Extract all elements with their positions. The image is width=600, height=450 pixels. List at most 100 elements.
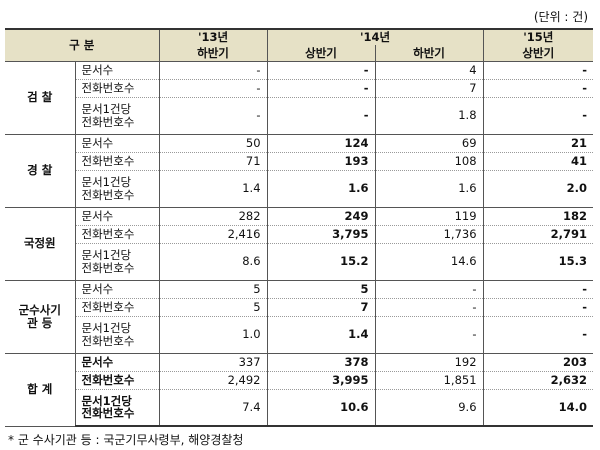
cell-value: 14.0 <box>483 389 594 427</box>
row-label: 전화번호수 <box>75 298 160 317</box>
row-label-line2: 전화번호수 <box>81 333 135 348</box>
table-row: 전화번호수 - - 7 - <box>5 79 594 98</box>
group-label: 경 찰 <box>5 134 76 208</box>
statistics-table: 구 분 '13년 '14년 '15년 하반기 상반기 하반기 상반기 검 찰 문… <box>5 28 594 427</box>
cell-value: 249 <box>267 207 376 226</box>
row-label: 전화번호수 <box>75 371 160 390</box>
header-14-second-half: 하반기 <box>375 45 484 62</box>
table-row: 전화번호수 5 7 - - <box>5 298 594 317</box>
table-row: 전화번호수 71 193 108 41 <box>5 152 594 171</box>
cell-value: 8.6 <box>159 243 268 281</box>
row-label: 문서1건당 전화번호수 <box>75 389 160 427</box>
cell-value: - <box>483 298 594 317</box>
cell-value: 15.2 <box>267 243 376 281</box>
cell-value: 14.6 <box>375 243 484 281</box>
row-label: 문서1건당 전화번호수 <box>75 243 160 281</box>
cell-value: 3,995 <box>267 371 376 390</box>
header-category: 구 분 <box>5 28 160 62</box>
table-row: 전화번호수 2,492 3,995 1,851 2,632 <box>5 371 594 390</box>
cell-value: - <box>159 97 268 135</box>
row-label: 전화번호수 <box>75 225 160 244</box>
cell-value: 2.0 <box>483 170 594 208</box>
cell-value: 337 <box>159 353 268 372</box>
cell-value: 1,736 <box>375 225 484 244</box>
group-label-line1: 군수사기 <box>18 303 61 317</box>
cell-value: 5 <box>159 298 268 317</box>
cell-value: 71 <box>159 152 268 171</box>
header-year-15: '15년 <box>483 28 594 45</box>
cell-value: 50 <box>159 134 268 153</box>
row-label-line1: 문서1건당 <box>81 321 132 335</box>
row-label-line2: 전화번호수 <box>81 187 135 202</box>
cell-value: 15.3 <box>483 243 594 281</box>
cell-value: 1.4 <box>159 170 268 208</box>
cell-value: 378 <box>267 353 376 372</box>
header-13-second-half: 하반기 <box>159 45 268 62</box>
cell-value: 7 <box>375 79 484 98</box>
table-row: 검 찰 문서수 - - 4 - <box>5 61 594 135</box>
row-label-line1: 문서1건당 <box>81 393 132 408</box>
footnote: * 군 수사기관 등 : 국군기무사령부, 해양경찰청 <box>8 433 244 447</box>
header-year-14: '14년 <box>267 28 484 45</box>
row-label: 문서수 <box>75 280 160 299</box>
cell-value: 41 <box>483 152 594 171</box>
cell-value: 1.8 <box>375 97 484 135</box>
cell-value: 119 <box>375 207 484 226</box>
cell-value: - <box>159 79 268 98</box>
table-row: 국정원 문서수 282 249 119 182 <box>5 207 594 281</box>
cell-value: 1.6 <box>267 170 376 208</box>
row-label-line2: 전화번호수 <box>81 260 135 275</box>
cell-value: 7.4 <box>159 389 268 427</box>
cell-value: 5 <box>267 280 376 299</box>
cell-value: 4 <box>375 61 484 80</box>
group-label: 군수사기 관 등 <box>5 280 76 354</box>
cell-value: 193 <box>267 152 376 171</box>
header-15-first-half: 상반기 <box>483 45 594 62</box>
table-row: 경 찰 문서수 50 124 69 21 <box>5 134 594 208</box>
cell-value: - <box>483 316 594 354</box>
table-row: 문서1건당 전화번호수 7.4 10.6 9.6 14.0 <box>5 389 594 427</box>
row-label: 전화번호수 <box>75 152 160 171</box>
cell-value: 9.6 <box>375 389 484 427</box>
row-label: 문서1건당 전화번호수 <box>75 316 160 354</box>
header-14-first-half: 상반기 <box>267 45 376 62</box>
cell-value: 10.6 <box>267 389 376 427</box>
table-row: 전화번호수 2,416 3,795 1,736 2,791 <box>5 225 594 244</box>
cell-value: 1.6 <box>375 170 484 208</box>
cell-value: 203 <box>483 353 594 372</box>
table-row: 합 계 문서수 337 378 192 203 <box>5 353 594 427</box>
cell-value: - <box>375 298 484 317</box>
group-label-line2: 관 등 <box>27 315 53 330</box>
group-label: 검 찰 <box>5 61 76 135</box>
row-label-line2: 전화번호수 <box>81 114 135 129</box>
cell-value: 69 <box>375 134 484 153</box>
cell-value: 2,632 <box>483 371 594 390</box>
cell-value: 182 <box>483 207 594 226</box>
table-row: 문서1건당 전화번호수 1.0 1.4 - - <box>5 316 594 354</box>
cell-value: 1.0 <box>159 316 268 354</box>
cell-value: - <box>267 79 376 98</box>
cell-value: - <box>483 280 594 299</box>
cell-value: 5 <box>159 280 268 299</box>
cell-value: - <box>483 79 594 98</box>
row-label: 문서1건당 전화번호수 <box>75 170 160 208</box>
row-label-line2: 전화번호수 <box>81 406 135 421</box>
table-row: 문서1건당 전화번호수 8.6 15.2 14.6 15.3 <box>5 243 594 281</box>
row-label: 문서수 <box>75 134 160 153</box>
cell-value: 2,416 <box>159 225 268 244</box>
table-row: 군수사기 관 등 문서수 5 5 - - <box>5 280 594 354</box>
header-year-13: '13년 <box>159 28 268 45</box>
row-label: 문서수 <box>75 353 160 372</box>
table-row: 문서1건당 전화번호수 - - 1.8 - <box>5 97 594 135</box>
row-label-line1: 문서1건당 <box>81 102 132 116</box>
cell-value: 2,492 <box>159 371 268 390</box>
cell-value: 124 <box>267 134 376 153</box>
cell-value: - <box>483 61 594 80</box>
group-label: 합 계 <box>5 353 76 427</box>
cell-value: 1,851 <box>375 371 484 390</box>
cell-value: 1.4 <box>267 316 376 354</box>
row-label: 문서수 <box>75 207 160 226</box>
cell-value: 3,795 <box>267 225 376 244</box>
cell-value: 21 <box>483 134 594 153</box>
